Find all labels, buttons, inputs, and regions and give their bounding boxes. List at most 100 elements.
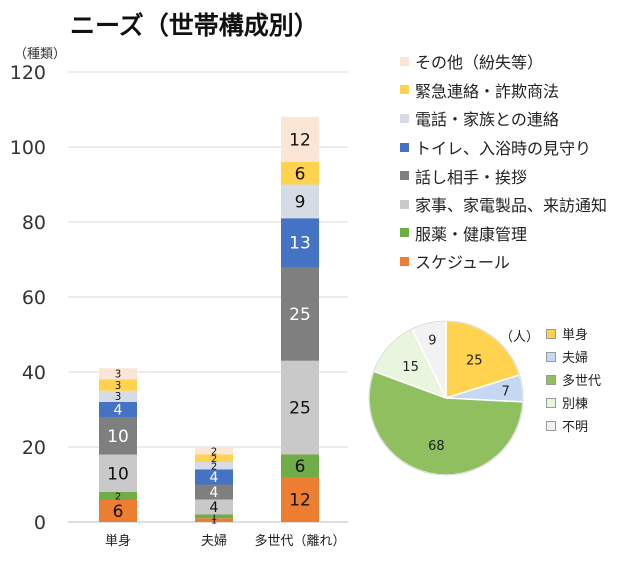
pie-legend-label: 不明 (562, 420, 589, 435)
chart-title: ニーズ（世帯構成別） (70, 11, 319, 40)
legend-label: 家事、家電製品、来訪通知 (415, 196, 608, 216)
y-tick-label: 0 (34, 512, 46, 534)
data-label: 2 (211, 446, 217, 457)
pie-legend-item: 単身 (546, 322, 601, 345)
y-axis-label: （種類） (14, 46, 66, 62)
data-label: 1 (211, 516, 217, 527)
bar-segment (281, 267, 319, 361)
bar-segment (195, 447, 233, 455)
data-label: 12 (289, 131, 311, 151)
bar-segment (281, 184, 319, 219)
legend-label: スケジュール (415, 253, 510, 273)
pie-legend-item: 別棟 (546, 391, 601, 414)
pie-legend: 単身夫婦多世代別棟不明 (546, 322, 601, 437)
legend-item: 緊急連絡・詐欺商法 (400, 76, 607, 105)
legend-label: トイレ、入浴時の見守り (415, 139, 592, 159)
pie-legend-swatch (546, 351, 556, 362)
legend-swatch (400, 171, 409, 181)
pie-legend-item: 不明 (546, 414, 601, 437)
data-label: 2 (211, 461, 217, 472)
data-label: 6 (295, 164, 306, 184)
bar-segment (195, 462, 233, 470)
data-label: 4 (210, 500, 219, 516)
bar-segment (195, 484, 233, 500)
pie-chart: 25 7 68 15 9 (368, 320, 524, 476)
bar-segment (281, 477, 319, 522)
legend-swatch (400, 228, 409, 238)
data-label: 10 (107, 427, 129, 447)
bar-segment (281, 162, 319, 185)
data-label: 10 (107, 464, 129, 484)
data-label: 25 (289, 305, 311, 325)
data-label: 3 (115, 391, 122, 403)
legend-swatch (400, 85, 409, 95)
bar-legend: その他（紛失等） 緊急連絡・詐欺商法 電話・家族との連絡トイレ、入浴時の見守り 話し相… (400, 47, 607, 276)
pie-legend-swatch (546, 397, 556, 408)
legend-item: その他（紛失等） (400, 47, 607, 76)
x-axis-labels: 単身 夫婦 多世代（離れ） (105, 533, 346, 549)
x-category-label: 夫婦 (201, 533, 227, 549)
pie-legend-item: 夫婦 (546, 345, 601, 368)
bar-segment (99, 417, 137, 455)
y-tick-label: 60 (22, 287, 46, 309)
bar-segment (99, 390, 137, 402)
data-label: 4 (210, 485, 219, 501)
legend-item: 服薬・健康管理 (400, 219, 607, 248)
bar-segment (281, 454, 319, 477)
pie-legend-label: 多世代 (562, 374, 602, 389)
pie-legend-label: 別棟 (562, 397, 589, 412)
pie-legend-swatch (546, 328, 556, 339)
data-label: 6 (295, 457, 306, 477)
data-label: 2 (115, 491, 121, 502)
legend-item: トイレ、入浴時の見守り (400, 133, 607, 162)
legend-swatch (400, 256, 409, 266)
y-tick-label: 80 (22, 212, 46, 234)
legend-item: 話し相手・挨拶 (400, 161, 607, 190)
data-label: 4 (114, 403, 123, 419)
pie-legend-label: 夫婦 (562, 351, 589, 366)
data-label: 4 (210, 470, 219, 486)
legend-item: スケジュール (400, 247, 607, 276)
bar-segment (99, 379, 137, 391)
pie-data-label: 9 (428, 333, 436, 348)
pie-legend-label: 単身 (562, 328, 589, 343)
y-tick-label: 100 (10, 137, 46, 159)
data-label: 3 (115, 369, 122, 381)
legend-label: 服薬・健康管理 (415, 224, 528, 244)
pie-unit-label: （人） (500, 330, 540, 345)
legend-swatch (400, 142, 409, 152)
bar-segment (281, 360, 319, 455)
pie-legend-item: 多世代 (546, 368, 601, 391)
y-axis-ticks: 0 20 40 60 80 100 120 (10, 62, 46, 534)
data-label: 25 (289, 399, 311, 419)
data-label: 9 (295, 192, 306, 212)
pie-outline (368, 320, 524, 476)
legend-swatch (400, 199, 409, 209)
x-category-label: 多世代（離れ） (254, 533, 345, 549)
bar-segment (281, 218, 319, 267)
bar-segment (99, 492, 137, 500)
legend-swatch (400, 113, 409, 123)
data-label: 2 (211, 454, 217, 465)
legend-item: 電話・家族との連絡 (400, 104, 607, 133)
pie-data-label: 25 (466, 354, 483, 369)
data-label: 1 (211, 512, 217, 523)
legend-label: 話し相手・挨拶 (415, 167, 528, 187)
bar-segment (99, 368, 137, 380)
data-label: 6 (113, 502, 124, 522)
x-category-label: 単身 (105, 533, 131, 549)
y-tick-label: 120 (10, 62, 46, 84)
bar-segment (195, 454, 233, 462)
legend-label: その他（紛失等） (415, 53, 544, 73)
data-label: 13 (289, 234, 311, 254)
y-tick-label: 20 (22, 437, 46, 459)
legend-item: 家事、家電製品、来訪通知 (400, 190, 607, 219)
legend-label: 電話・家族との連絡 (415, 110, 559, 130)
legend-label: 緊急連絡・詐欺商法 (415, 81, 560, 101)
bar-segment (195, 499, 233, 515)
data-label: 12 (289, 491, 311, 511)
bar-segment (99, 402, 137, 417)
data-label: 3 (115, 380, 122, 392)
bar-segment (195, 514, 233, 519)
